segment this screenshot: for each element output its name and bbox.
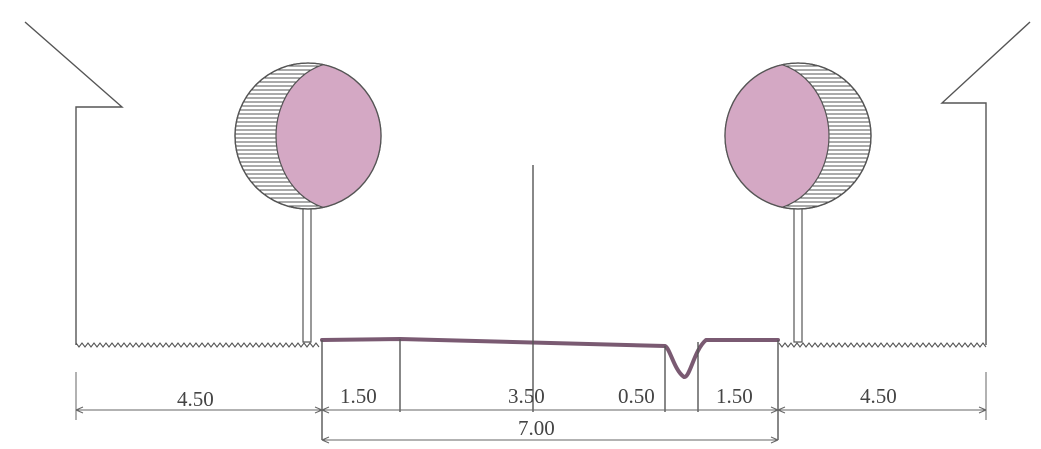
dim-right-verge: 4.50 [860,384,897,408]
left-grass [75,342,320,348]
dim-arrows [75,406,987,444]
right-tree [724,62,872,343]
left-tree-trunk [302,205,312,343]
left-building [24,21,124,345]
left-tree [234,62,382,343]
dim-left-sidewalk: 1.50 [340,384,377,408]
right-building [940,21,1031,345]
dim-gutter: 0.50 [618,384,655,408]
dim-left-verge: 4.50 [177,387,214,411]
dim-lane: 3.50 [508,384,545,408]
dim-right-sidewalk: 1.50 [716,384,753,408]
right-tree-trunk [793,205,803,343]
road-surface [320,337,780,379]
right-grass [778,342,987,348]
left-tree-crown [275,63,381,209]
right-tree-crown [725,63,830,209]
dim-total-width: 7.00 [518,416,555,440]
